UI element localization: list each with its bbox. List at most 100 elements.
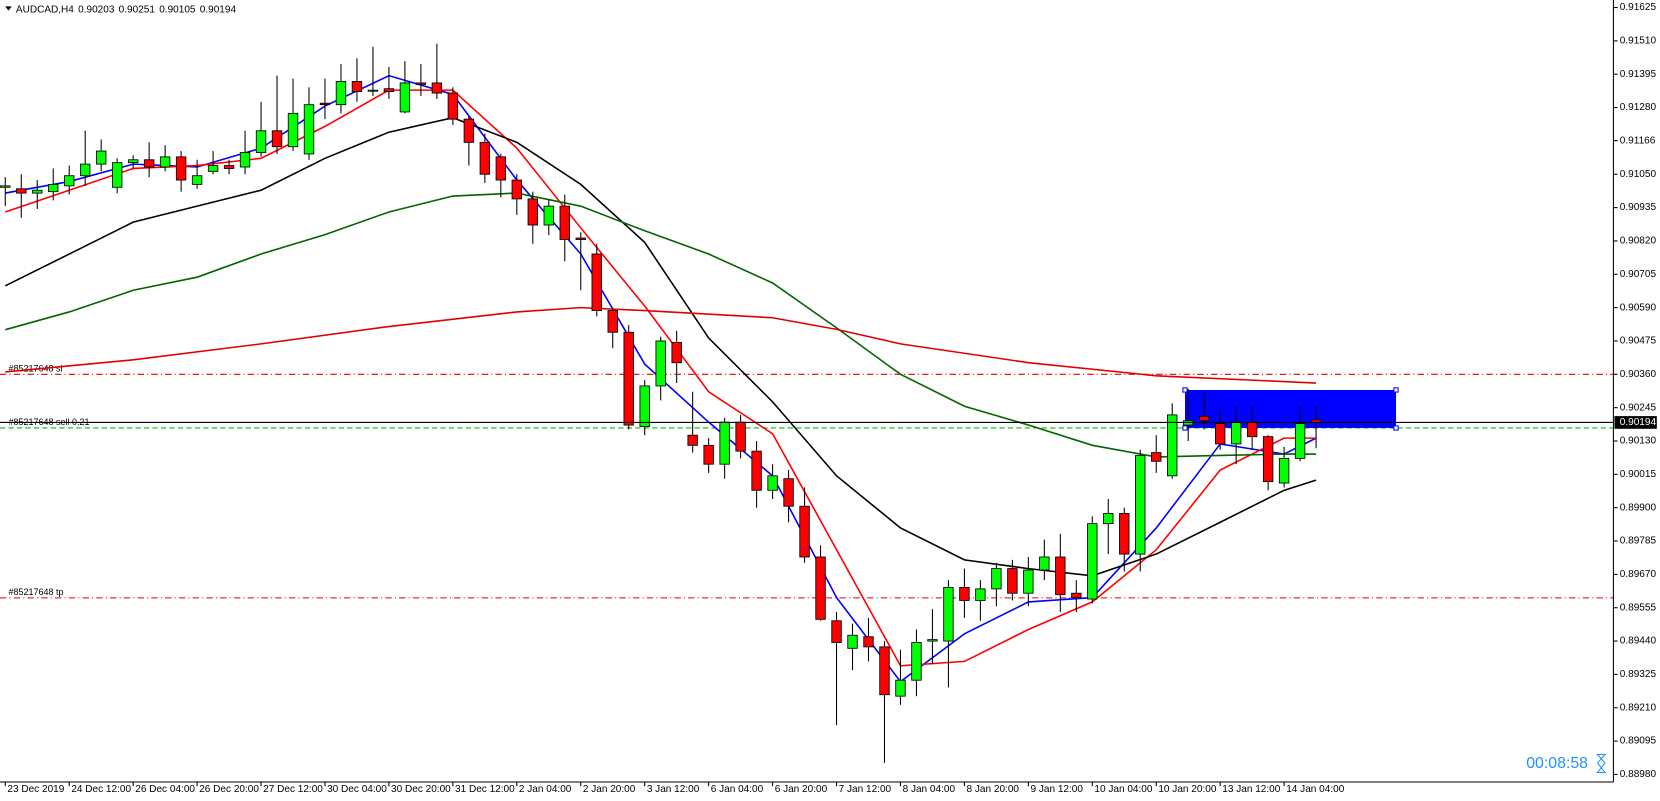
candle-body — [815, 556, 826, 620]
candle-body — [655, 340, 666, 387]
candle-body — [1278, 457, 1290, 484]
candle-body — [1230, 421, 1242, 445]
candle-body — [367, 89, 379, 92]
candle-body — [0, 185, 11, 188]
x-tick-label: 24 Dec 12:00 — [71, 784, 131, 795]
candle-body — [351, 81, 363, 93]
candle-body — [159, 156, 171, 168]
bid-price-label: 0.90194 — [1620, 417, 1657, 428]
candle-body — [1167, 414, 1178, 477]
chart-header: AUDCAD,H4 0.90203 0.90251 0.90105 0.90194 — [16, 4, 237, 15]
bar-timer: 00:08:58 — [1526, 755, 1588, 772]
candle-body — [239, 152, 251, 168]
y-tick-label: 0.91280 — [1620, 102, 1657, 113]
candle-body — [207, 165, 219, 172]
header-close: 0.90194 — [200, 4, 237, 15]
order-level-label: #85217648 tp — [8, 587, 63, 597]
candle-body — [1103, 513, 1114, 525]
candle-body — [447, 92, 459, 120]
candle-body — [975, 588, 986, 601]
candle-body — [127, 159, 139, 164]
x-tick-label: 26 Dec 04:00 — [135, 784, 195, 795]
x-tick-label: 27 Dec 12:00 — [263, 784, 323, 795]
candle-body — [32, 189, 43, 194]
candle-body — [943, 587, 954, 642]
x-tick-label: 31 Dec 12:00 — [455, 784, 515, 795]
candle-body — [991, 568, 1002, 590]
x-tick-label: 6 Jan 20:00 — [775, 784, 828, 795]
y-tick-label: 0.90360 — [1620, 369, 1657, 380]
plot-area: #85217648 sl#85217648 sell 0.21#85217648… — [0, 43, 1614, 763]
candle-body — [64, 175, 75, 187]
candle-body — [1055, 556, 1066, 596]
x-tick-label: 13 Jan 12:00 — [1222, 784, 1280, 795]
candle-body — [1214, 423, 1226, 445]
candle-body — [639, 385, 650, 427]
y-tick-label: 0.89325 — [1620, 669, 1657, 680]
candle-body — [415, 82, 427, 85]
x-tick-label: 8 Jan 20:00 — [967, 784, 1020, 795]
candle-body — [895, 679, 906, 697]
candle-body — [687, 434, 698, 446]
y-tick-label: 0.90820 — [1620, 236, 1657, 247]
candle-body — [751, 450, 762, 491]
x-tick-label: 10 Jan 04:00 — [1094, 784, 1152, 795]
collapse-icon[interactable] — [5, 6, 12, 11]
candle-body — [703, 444, 714, 465]
y-tick-label: 0.89555 — [1620, 602, 1657, 613]
header-open: 0.90203 — [78, 4, 115, 15]
candle-body — [479, 141, 491, 175]
x-tick-label: 7 Jan 12:00 — [839, 784, 892, 795]
header-high: 0.90251 — [119, 4, 156, 15]
y-tick-label: 0.90935 — [1620, 202, 1657, 213]
y-tick-label: 0.90245 — [1620, 402, 1657, 413]
x-tick-label: 6 Jan 04:00 — [711, 784, 764, 795]
candle-body — [1023, 569, 1034, 594]
x-tick-label: 26 Dec 20:00 — [199, 784, 259, 795]
y-tick-label: 0.89785 — [1620, 536, 1657, 547]
x-tick-label: 8 Jan 04:00 — [903, 784, 956, 795]
rectangle-handle — [1393, 425, 1399, 431]
candle-body — [623, 331, 634, 426]
candle-body — [175, 156, 187, 181]
x-tick-label: 23 Dec 2019 — [7, 784, 64, 795]
symbol: AUDCAD,H4 — [16, 4, 74, 15]
candle-body — [767, 475, 778, 491]
x-tick-label: 30 Dec 04:00 — [327, 784, 387, 795]
x-tick-label: 30 Dec 20:00 — [391, 784, 451, 795]
candle-body — [191, 175, 203, 185]
y-tick-label: 0.88980 — [1620, 769, 1657, 780]
candle-body — [799, 505, 810, 558]
candle-body — [591, 253, 602, 311]
y-tick-label: 0.90130 — [1620, 436, 1657, 447]
candle-body — [607, 310, 618, 333]
candle-body — [80, 163, 91, 177]
candle-body — [1071, 592, 1082, 598]
candle-body — [48, 183, 59, 193]
y-tick-label: 0.91166 — [1620, 135, 1656, 146]
candle-body — [671, 342, 682, 364]
candle-body — [831, 620, 842, 643]
candle-body — [383, 88, 395, 93]
candle-body — [527, 198, 538, 226]
header-low: 0.90105 — [159, 4, 196, 15]
candle-body — [1246, 421, 1258, 438]
candle-body — [927, 639, 938, 642]
y-tick-label: 0.89095 — [1620, 736, 1657, 747]
rectangle-handle — [1182, 425, 1188, 431]
candle-body — [735, 421, 746, 452]
y-tick-label: 0.89670 — [1620, 569, 1657, 580]
candle-body — [911, 642, 922, 681]
candle-body — [879, 646, 890, 696]
candle-body — [1262, 436, 1274, 483]
candle-body — [271, 130, 283, 148]
candle-body — [783, 478, 794, 507]
rectangle-handle — [1393, 387, 1399, 393]
rectangle-handle — [1182, 387, 1188, 393]
candle-body — [96, 150, 107, 165]
candle-body — [559, 205, 570, 240]
bid-price-box — [1614, 416, 1657, 429]
y-tick-label: 0.90475 — [1620, 336, 1657, 347]
